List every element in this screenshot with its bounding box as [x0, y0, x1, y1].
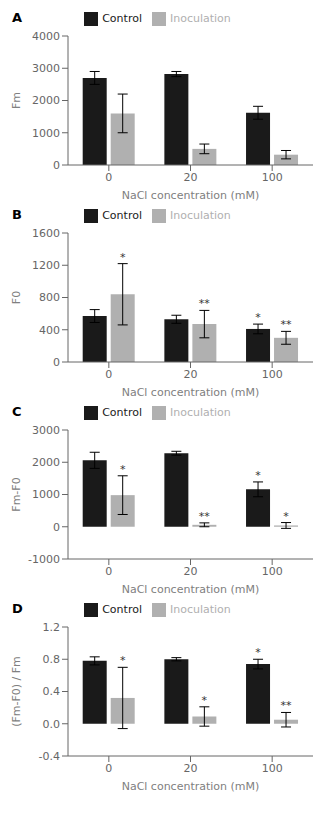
svg-text:3000: 3000: [32, 62, 60, 75]
html-text:D: D: [12, 601, 23, 616]
svg-text:*: *: [255, 469, 261, 482]
html-text:Control: Control: [102, 209, 142, 222]
svg-text:3000: 3000: [32, 424, 60, 437]
svg-text:*: *: [255, 311, 261, 324]
svg-text:**: **: [281, 318, 293, 331]
html-text:Inoculation: Inoculation: [170, 603, 231, 616]
html-text:Inoculation: Inoculation: [170, 209, 231, 222]
svg-text:2000: 2000: [32, 94, 60, 107]
svg-text:20: 20: [184, 565, 198, 578]
svg-text:0: 0: [53, 159, 60, 172]
svg-text:100: 100: [262, 368, 283, 381]
svg-text:400: 400: [39, 324, 60, 337]
svg-text:-0.4: -0.4: [39, 750, 60, 763]
svg-text:*: *: [255, 646, 261, 659]
html-text:Control: Control: [102, 603, 142, 616]
svg-text:4000: 4000: [32, 30, 60, 43]
svg-text:20: 20: [184, 368, 198, 381]
html-text:A: A: [12, 10, 23, 25]
svg-text:0: 0: [105, 762, 112, 775]
svg-text:0.0: 0.0: [43, 718, 61, 731]
svg-text:F0: F0: [10, 291, 23, 304]
svg-text:NaCl concentration (mM): NaCl concentration (mM): [122, 189, 260, 202]
svg-text:0.4: 0.4: [43, 685, 61, 698]
svg-text:0: 0: [53, 356, 60, 369]
svg-text:*: *: [283, 510, 289, 523]
svg-text:2000: 2000: [32, 456, 60, 469]
svg-text:*: *: [120, 654, 126, 667]
svg-text:Fm-F0: Fm-F0: [10, 477, 23, 511]
svg-text:1000: 1000: [32, 488, 60, 501]
html-text:B: B: [12, 207, 22, 222]
svg-text:100: 100: [262, 171, 283, 184]
svg-text:NaCl concentration (mM): NaCl concentration (mM): [122, 386, 260, 399]
svg-text:800: 800: [39, 291, 60, 304]
svg-text:(Fm-F0) / Fm: (Fm-F0) / Fm: [10, 656, 23, 727]
html-text:C: C: [12, 404, 22, 419]
svg-text:100: 100: [262, 565, 283, 578]
html-text:Control: Control: [102, 406, 142, 419]
svg-text:*: *: [120, 251, 126, 264]
svg-text:*: *: [120, 463, 126, 476]
svg-text:0: 0: [105, 368, 112, 381]
html-text:Control: Control: [102, 12, 142, 25]
svg-text:*: *: [202, 694, 208, 707]
html-text:Inoculation: Inoculation: [170, 12, 231, 25]
svg-text:1600: 1600: [32, 227, 60, 240]
svg-text:**: **: [281, 699, 293, 712]
svg-text:NaCl concentration (mM): NaCl concentration (mM): [122, 780, 260, 793]
svg-text:20: 20: [184, 762, 198, 775]
svg-text:-1000: -1000: [28, 553, 60, 566]
svg-text:1.2: 1.2: [43, 621, 61, 634]
html-text:Inoculation: Inoculation: [170, 406, 231, 419]
svg-text:**: **: [199, 297, 211, 310]
svg-text:1200: 1200: [32, 259, 60, 272]
svg-text:100: 100: [262, 762, 283, 775]
svg-text:**: **: [199, 510, 211, 523]
svg-text:NaCl concentration (mM): NaCl concentration (mM): [122, 583, 260, 596]
svg-text:0: 0: [105, 171, 112, 184]
svg-text:1000: 1000: [32, 127, 60, 140]
svg-text:Fm: Fm: [10, 92, 23, 109]
svg-text:20: 20: [184, 171, 198, 184]
svg-text:0: 0: [105, 565, 112, 578]
svg-text:0: 0: [53, 521, 60, 534]
svg-text:0.8: 0.8: [43, 653, 61, 666]
